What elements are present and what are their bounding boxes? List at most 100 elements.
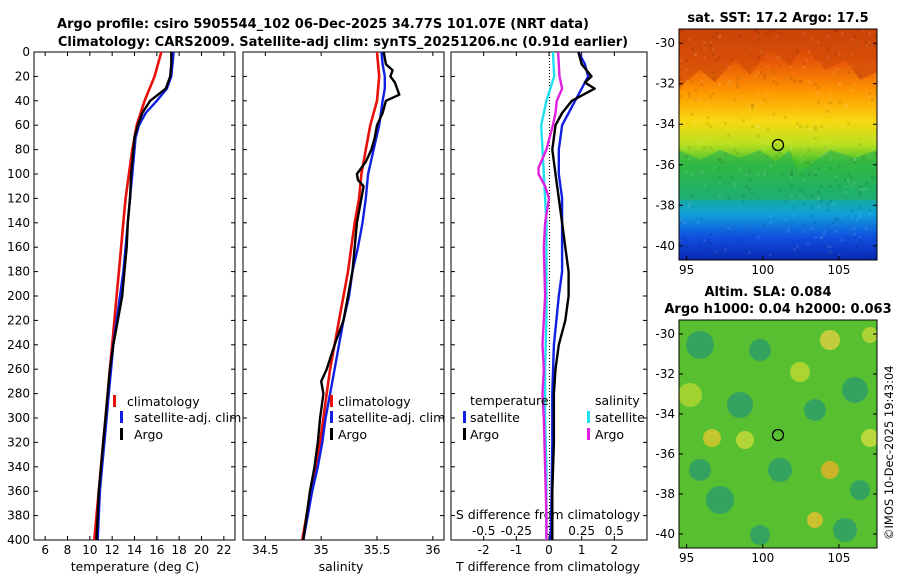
map-x-tick-label: 100: [751, 551, 774, 565]
sst-pixel: [841, 239, 844, 242]
sst-pixel: [739, 95, 742, 98]
sst-pixel: [829, 125, 832, 128]
sst-pixel: [856, 245, 859, 248]
map-y-tick-label: -38: [655, 487, 675, 501]
sla-eddy: [727, 392, 753, 418]
sst-pixel: [709, 95, 712, 98]
sst-pixel: [775, 227, 778, 230]
sst-pixel: [865, 44, 868, 47]
depth-tick-label: 20: [15, 69, 30, 83]
x-tick-label: -1: [510, 543, 522, 557]
sst-pixel: [859, 215, 862, 218]
legend-swatch-argo: [120, 428, 123, 440]
depth-tick-label: 120: [7, 191, 30, 205]
sst-pixel: [724, 152, 727, 155]
sst-pixel: [763, 173, 766, 176]
sla-eddy: [804, 399, 826, 421]
sst-pixel: [859, 188, 862, 191]
sst-pixel: [862, 158, 865, 161]
sst-pixel: [718, 56, 721, 59]
sst-pixel: [829, 98, 832, 101]
sst-pixel: [868, 254, 871, 257]
sst-pixel: [751, 125, 754, 128]
depth-tick-label: 0: [22, 45, 30, 59]
sst-pixel: [808, 161, 811, 164]
sst-pixel: [745, 230, 748, 233]
sst-pixel: [775, 143, 778, 146]
sst-pixel: [775, 35, 778, 38]
sst-pixel: [781, 116, 784, 119]
sst-pixel: [751, 104, 754, 107]
legend-label-t-satellite: satellite: [470, 410, 520, 425]
sst-pixel: [778, 188, 781, 191]
sst-pixel: [814, 170, 817, 173]
sst-pixel: [817, 191, 820, 194]
sst-pixel: [703, 56, 706, 59]
sst-pixel: [736, 83, 739, 86]
sst-pixel: [679, 29, 682, 32]
legend-swatch-satellite: [120, 411, 123, 423]
sst-pixel: [760, 101, 763, 104]
sst-pixel: [697, 173, 700, 176]
map-x-tick-label: 105: [827, 263, 850, 277]
sst-pixel-texture: [679, 29, 877, 260]
sst-pixel: [814, 128, 817, 131]
sst-pixel: [829, 245, 832, 248]
x-tick-label: 35.5: [364, 543, 391, 557]
sst-pixel: [859, 206, 862, 209]
sst-pixel: [691, 206, 694, 209]
sst-pixel: [841, 125, 844, 128]
sst-pixel: [751, 107, 754, 110]
sst-pixel: [850, 89, 853, 92]
map-x-tick-label: 95: [679, 551, 694, 565]
sst-pixel: [814, 122, 817, 125]
sst-pixel: [835, 176, 838, 179]
sst-pixel: [799, 188, 802, 191]
sst-pixel: [841, 32, 844, 35]
sst-heatmap: [679, 29, 877, 260]
sst-pixel: [865, 182, 868, 185]
sst-pixel: [823, 146, 826, 149]
sst-pixel: [826, 47, 829, 50]
legend-header-salinity: salinity: [595, 393, 640, 408]
sst-pixel: [679, 239, 682, 242]
sst-pixel: [727, 227, 730, 230]
sst-pixel: [736, 152, 739, 155]
sst-pixel: [703, 248, 706, 251]
sst-pixel: [868, 95, 871, 98]
sst-pixel: [823, 230, 826, 233]
sst-pixel: [766, 92, 769, 95]
figure-title-line1: Argo profile: csiro 5905544_102 06-Dec-2…: [57, 17, 589, 32]
sst-pixel: [787, 122, 790, 125]
sst-pixel: [871, 62, 874, 65]
sst-pixel: [709, 125, 712, 128]
salinity-axis: 34.5 35 35.5 36: [252, 52, 440, 557]
sst-pixel: [772, 71, 775, 74]
sst-pixel: [718, 83, 721, 86]
legend-swatch-s-satellite: [587, 411, 590, 423]
sst-pixel: [727, 134, 730, 137]
depth-tick-label: 300: [7, 411, 30, 425]
sst-pixel: [859, 236, 862, 239]
argo-position-marker: [771, 428, 785, 442]
sst-pixel: [700, 140, 703, 143]
sst-pixel: [763, 140, 766, 143]
sst-pixel: [826, 209, 829, 212]
sst-pixel: [790, 176, 793, 179]
sst-pixel: [769, 29, 772, 32]
depth-tick-label: 80: [15, 143, 30, 157]
map-x-tick-label: 95: [679, 263, 694, 277]
sst-pixel: [694, 53, 697, 56]
sst-pixel: [838, 83, 841, 86]
depth-axis: 0 20 40 60 80 100 120 140 160 180 200 220 240 260 280 3…: [7, 45, 647, 547]
sst-pixel: [784, 116, 787, 119]
sst-pixel: [739, 239, 742, 242]
sst-pixel: [823, 146, 826, 149]
sst-pixel: [754, 107, 757, 110]
sst-pixel: [769, 164, 772, 167]
sst-pixel: [865, 227, 868, 230]
sst-pixel: [712, 71, 715, 74]
difference-legend: temperature satellite Argo salinity sate…: [463, 393, 645, 442]
depth-tick-label: 260: [7, 362, 30, 376]
sst-pixel: [757, 32, 760, 35]
